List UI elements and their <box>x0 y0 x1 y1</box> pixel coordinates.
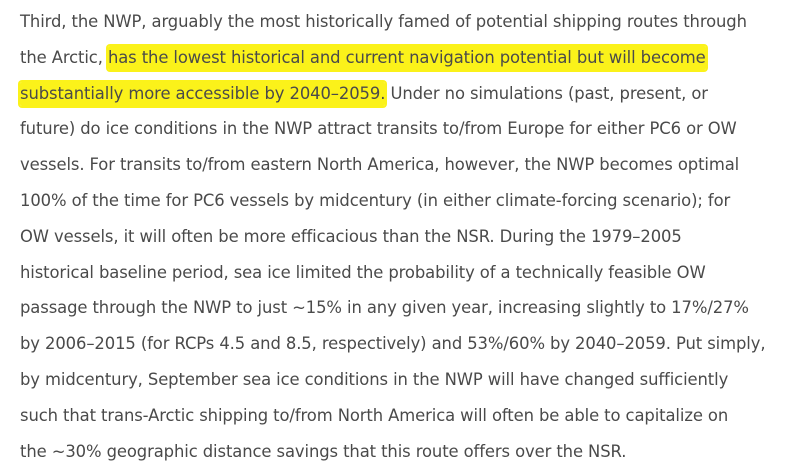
text-line-13: the ~30% geographic distance savings tha… <box>20 434 785 469</box>
text-line-3: substantially more accessible by 2040–20… <box>20 76 785 112</box>
text-line-5: vessels. For transits to/from eastern No… <box>20 147 785 183</box>
text-segment: vessels. For transits to/from eastern No… <box>20 155 740 175</box>
text-segment: Under no simulations (past, present, or <box>385 83 708 103</box>
text-segment: OW vessels, it will often be more effica… <box>20 226 682 246</box>
text-segment: the Arctic, <box>20 47 108 67</box>
highlighted-text: substantially more accessible by 2040–20… <box>20 81 385 106</box>
text-line-8: historical baseline period, sea ice limi… <box>20 255 785 291</box>
text-line-1: Third, the NWP, arguably the most histor… <box>20 4 785 40</box>
text-line-2: the Arctic, has the lowest historical an… <box>20 40 785 76</box>
text-segment: such that trans-Arctic shipping to/from … <box>20 405 729 425</box>
text-segment: by midcentury, September sea ice conditi… <box>20 369 729 389</box>
text-line-6: 100% of the time for PC6 vessels by midc… <box>20 183 785 219</box>
text-segment: future) do ice conditions in the NWP att… <box>20 119 737 139</box>
text-line-10: by 2006–2015 (for RCPs 4.5 and 8.5, resp… <box>20 326 785 362</box>
text-segment: 100% of the time for PC6 vessels by midc… <box>20 190 731 210</box>
text-line-12: such that trans-Arctic shipping to/from … <box>20 398 785 434</box>
text-segment: passage through the NWP to just ~15% in … <box>20 298 749 318</box>
text-segment: the ~30% geographic distance savings tha… <box>20 441 627 461</box>
text-segment: Third, the NWP, arguably the most histor… <box>20 12 747 31</box>
article-paragraph: Third, the NWP, arguably the most histor… <box>20 4 785 469</box>
text-segment: historical baseline period, sea ice limi… <box>20 262 706 282</box>
text-line-9: passage through the NWP to just ~15% in … <box>20 290 785 326</box>
highlighted-text: has the lowest historical and current na… <box>107 45 706 70</box>
text-segment: by 2006–2015 (for RCPs 4.5 and 8.5, resp… <box>20 334 766 354</box>
text-line-11: by midcentury, September sea ice conditi… <box>20 362 785 398</box>
text-line-4: future) do ice conditions in the NWP att… <box>20 111 785 147</box>
text-line-7: OW vessels, it will often be more effica… <box>20 219 785 255</box>
